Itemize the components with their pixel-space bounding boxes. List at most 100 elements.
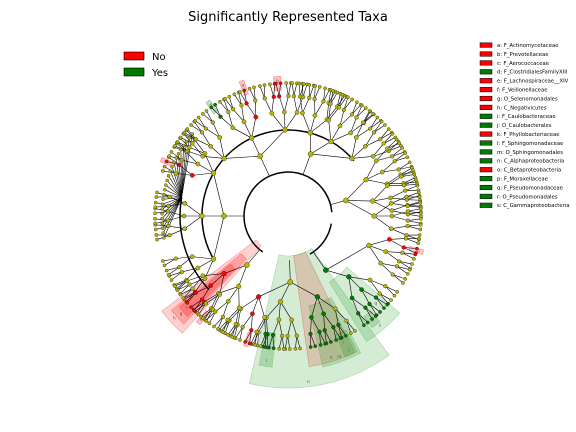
taxon-node [169,278,174,282]
taxa-key-swatch [479,131,493,137]
taxon-node [383,123,387,127]
taxon-node [287,279,294,285]
taxon-node [382,306,386,310]
taxon-node [253,98,258,103]
taxon-node [390,154,395,159]
branch [334,308,347,321]
branch [365,307,376,317]
branch [178,153,182,198]
branch [391,228,407,236]
branch [355,122,364,138]
branch [195,120,207,129]
taxa-key-label: e: F_Lachnospiraceae__XIV [497,79,569,85]
taxa-key-swatch [479,104,493,110]
branch [394,156,408,162]
branch [209,311,216,324]
taxon-node [196,115,201,120]
taxon-node [377,291,382,296]
branch [357,313,365,326]
branch [399,261,413,265]
branch [162,196,182,205]
taxon-node [230,125,236,131]
branch [168,175,182,198]
taxon-node [166,174,171,178]
taxon-node [259,344,263,348]
branch [394,152,406,162]
branch [382,160,395,173]
taxon-node [378,260,383,266]
taxon-node [307,151,314,157]
taxonomy-rings [179,129,355,291]
taxon-node [203,301,208,306]
branch [391,203,408,207]
branch [350,122,365,134]
taxon-node [410,262,414,266]
taxon-node [277,299,284,305]
branch [239,327,243,341]
taxon-node [367,301,372,307]
branch [407,211,421,215]
branch [232,109,245,122]
taxon-node [223,96,227,101]
branch [228,96,234,110]
branch [163,196,182,200]
taxon-node [153,227,158,232]
taxon-node [262,315,267,320]
branch [206,110,214,123]
branch [177,284,190,291]
clade-label: q [374,301,377,306]
branch [328,120,332,142]
branch [202,309,214,319]
taxon-node [288,347,292,351]
clade-label: s [379,323,381,328]
branch [407,208,421,212]
branch [280,281,291,302]
clade-label: c [164,158,167,163]
taxon-node [175,140,180,144]
legend-swatch-yes [123,67,145,77]
taxon-node [269,110,275,116]
taxon-node [170,165,174,169]
taxon-node [169,150,174,154]
taxon-node [210,120,215,125]
taxon-node [200,273,206,278]
branch [264,98,273,114]
branch [186,129,196,141]
branch [257,332,259,346]
branch [166,266,180,271]
branch [348,276,353,298]
taxon-node [359,287,364,292]
taxa-key-swatch [479,113,493,119]
taxon-node [167,233,172,238]
taxa-key-swatch [479,95,493,102]
branch [171,271,183,281]
taxa-key-label: r: O_Pseudomonadales [497,194,558,200]
taxon-node [389,298,393,302]
figure-title: Significantly Represented Taxa [188,10,388,25]
branch [369,120,381,129]
taxon-node [270,332,276,338]
taxon-node [227,94,232,99]
branch [403,177,416,184]
taxon-node [271,94,276,99]
taxon-node [280,333,285,338]
branch [398,162,410,170]
branch [238,264,248,287]
branch [241,105,245,122]
branch [369,279,380,294]
branch [242,313,253,328]
taxon-node [276,317,282,322]
branch [234,94,242,106]
branch [164,189,182,198]
branch [264,317,266,334]
taxon-node [388,226,394,231]
taxon-node [362,323,366,328]
branch [403,179,417,186]
taxon-node [405,223,410,229]
taxa-key-label: q: F_Pseudomonadaceae [497,185,563,191]
branch [405,238,419,244]
taxon-node [162,236,166,240]
taxon-node [200,154,206,159]
taxa-key-label: a: F_Actinomycetaceae [497,43,558,49]
branch [219,137,225,159]
